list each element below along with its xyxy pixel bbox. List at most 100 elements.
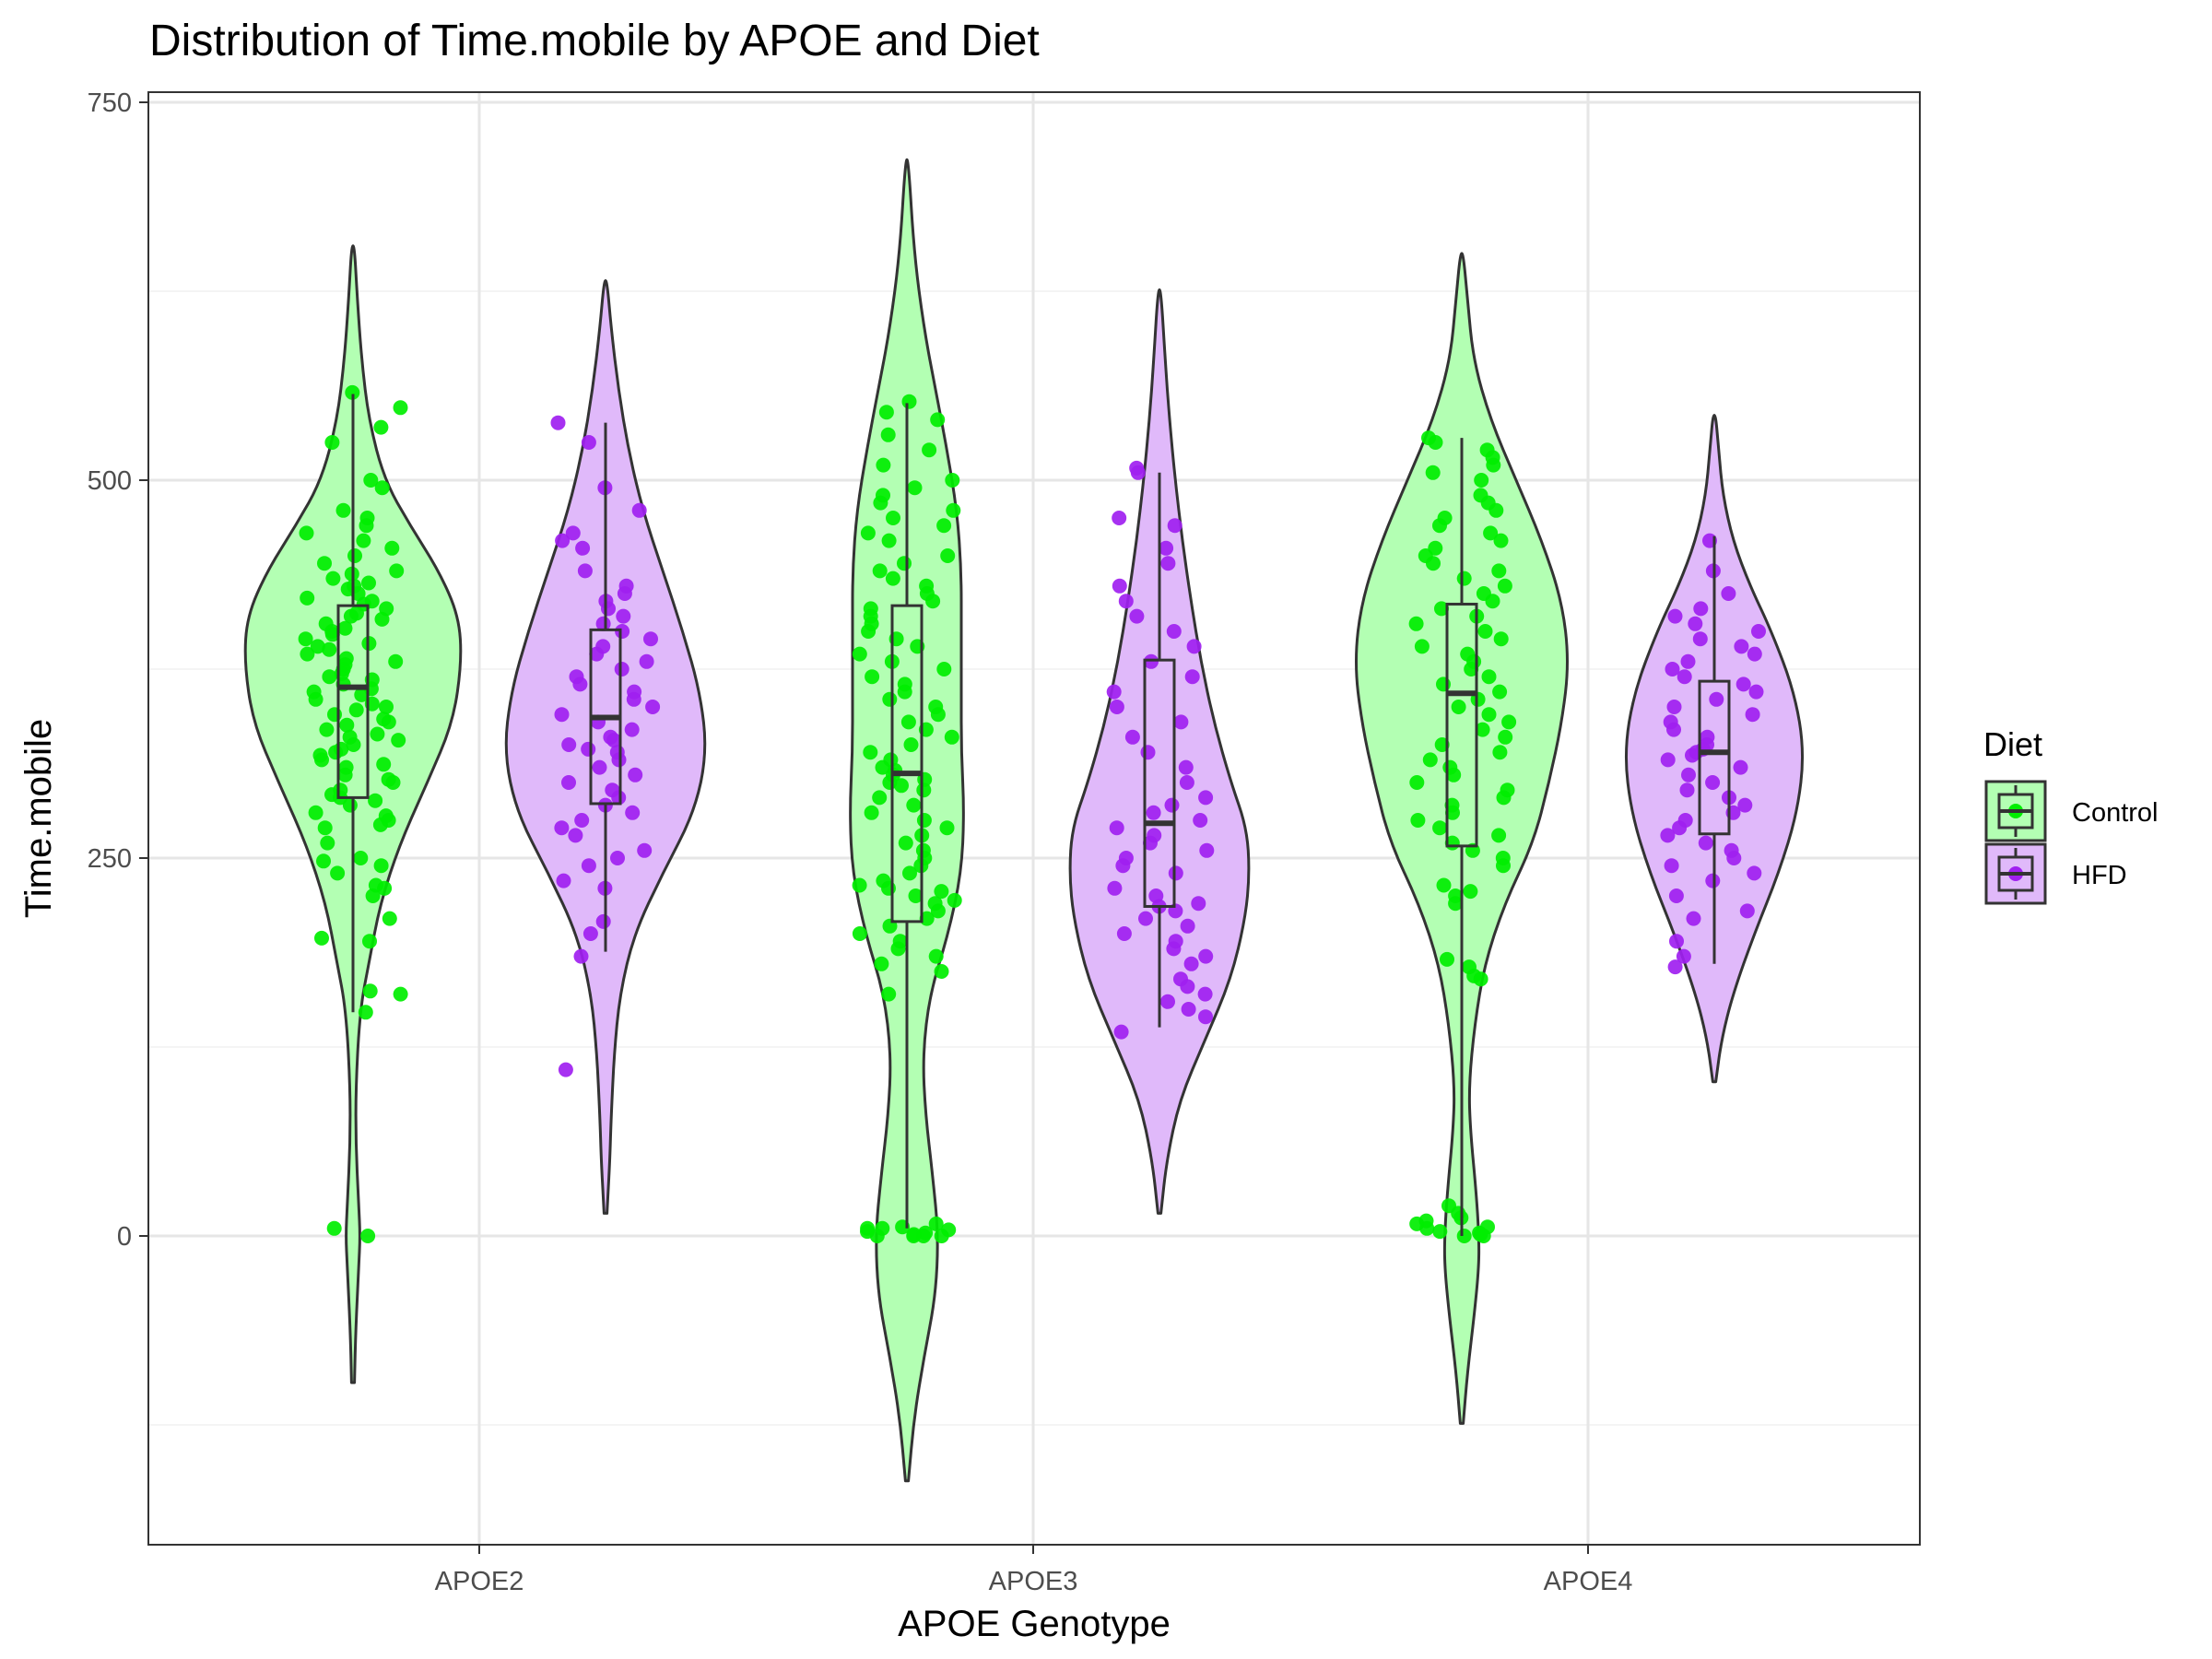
point-hfd [1721, 586, 1736, 601]
point-control [318, 616, 334, 631]
point-hfd [1666, 700, 1682, 714]
box-iqr [336, 604, 370, 799]
point-hfd [1681, 767, 1696, 782]
x-axis: APOE2 APOE3 APOE4 [435, 1545, 1632, 1596]
point-hfd [1129, 608, 1145, 624]
point-control [322, 641, 337, 657]
point-hfd [1178, 759, 1194, 775]
point-control [362, 983, 378, 999]
point-hfd [1198, 1009, 1213, 1025]
point-hfd [1693, 601, 1709, 617]
point-control [941, 1222, 957, 1238]
point-control [936, 662, 952, 677]
point-hfd [1734, 639, 1749, 654]
point-hfd [637, 842, 653, 858]
box-iqr [890, 604, 924, 924]
point-control [348, 702, 364, 718]
point-hfd [1106, 684, 1122, 700]
point-hfd [555, 533, 571, 548]
point-control [944, 729, 959, 745]
point-control [1483, 525, 1499, 541]
box-iqr [1143, 658, 1176, 908]
point-control [1500, 782, 1515, 798]
point-hfd [1198, 948, 1214, 964]
point-hfd [575, 540, 591, 556]
point-hfd [603, 729, 618, 745]
point-hfd [1147, 828, 1162, 843]
point-control [852, 646, 867, 662]
point-control [1441, 1198, 1456, 1214]
point-hfd [581, 435, 596, 450]
point-control [1481, 707, 1497, 723]
point-hfd [1191, 896, 1206, 912]
point-hfd [1118, 851, 1134, 865]
point-control [330, 865, 346, 881]
point-control [1456, 571, 1472, 586]
point-hfd [1173, 971, 1188, 987]
point-hfd [558, 1062, 573, 1077]
legend: Diet Control HFD [1983, 725, 2159, 905]
point-control [860, 525, 876, 541]
point-control [317, 556, 332, 571]
point-control [324, 435, 340, 450]
point-hfd [1698, 835, 1713, 851]
point-control [1432, 820, 1448, 836]
point-control [322, 669, 337, 685]
violin-hfd-apoe3 [1068, 288, 1251, 1215]
point-control [907, 480, 923, 496]
violin-hfd-apoe2 [504, 279, 707, 1215]
point-hfd [1688, 616, 1703, 631]
point-control [361, 575, 376, 591]
point-control [376, 712, 392, 727]
point-control [1491, 828, 1507, 843]
point-control [368, 793, 383, 808]
point-control [915, 842, 931, 858]
point-control [874, 956, 889, 971]
point-hfd [627, 684, 642, 700]
legend-label-hfd: HFD [2072, 861, 2127, 890]
point-hfd [1668, 888, 1684, 903]
point-control [368, 877, 383, 893]
point-hfd [1146, 805, 1161, 820]
point-control [378, 808, 394, 824]
point-hfd [1197, 986, 1213, 1002]
point-control [1476, 586, 1491, 601]
point-hfd [565, 525, 581, 541]
point-control [1460, 646, 1476, 662]
point-control [362, 934, 377, 949]
point-hfd [581, 858, 596, 874]
point-control [1436, 877, 1452, 893]
point-hfd [1692, 631, 1708, 647]
point-control [1480, 1219, 1495, 1235]
point-hfd [1198, 790, 1214, 806]
point-control [308, 805, 324, 820]
point-control [886, 511, 900, 525]
point-control [1422, 752, 1438, 768]
y-tick-label: 250 [88, 844, 132, 874]
point-control [1474, 473, 1489, 488]
point-control [1498, 729, 1513, 745]
point-control [865, 669, 880, 685]
point-hfd [592, 759, 607, 775]
point-hfd [1160, 556, 1176, 571]
point-hfd [1112, 578, 1127, 594]
x-tick-label: APOE3 [989, 1567, 1078, 1596]
point-hfd [577, 563, 593, 579]
point-control [906, 1227, 922, 1242]
point-hfd [1109, 820, 1124, 836]
y-tick-label: 750 [88, 88, 132, 118]
point-hfd [554, 707, 570, 723]
point-control [903, 737, 919, 752]
point-control [885, 571, 900, 586]
point-hfd [1747, 865, 1762, 881]
point-control [339, 717, 355, 733]
point-control [373, 858, 389, 874]
point-control [389, 563, 405, 579]
point-control [940, 548, 956, 563]
point-control [928, 948, 944, 964]
point-control [338, 759, 354, 775]
point-hfd [1677, 813, 1693, 828]
point-hfd [1144, 653, 1159, 669]
point-hfd [1669, 934, 1684, 949]
point-hfd [1664, 858, 1679, 874]
